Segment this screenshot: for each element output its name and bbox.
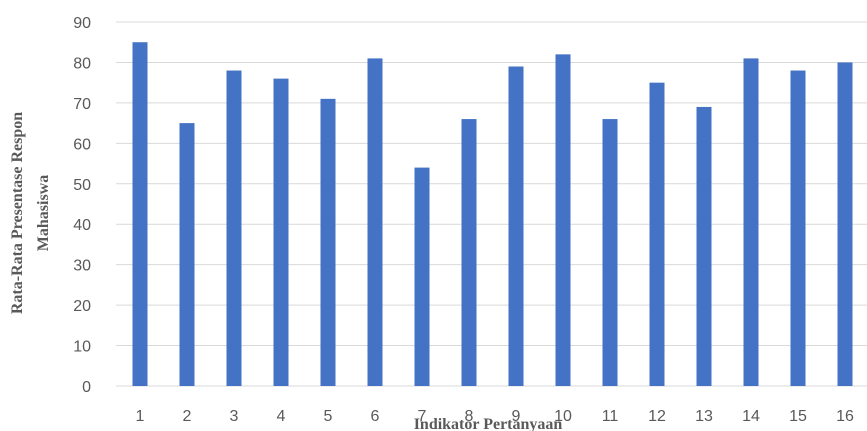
x-axis-title: Indikator Pertanyaan [414, 416, 563, 431]
x-tick-label: 14 [742, 408, 760, 425]
bars [133, 42, 853, 386]
x-tick-label: 11 [602, 408, 619, 425]
x-tick-label: 16 [836, 408, 854, 425]
bar-7 [415, 168, 430, 386]
bar-1 [133, 42, 148, 386]
y-axis-title-line-1: Rata-Rata Presentase Respon [9, 112, 26, 314]
x-tick-label: 15 [789, 408, 807, 425]
y-tick-label: 70 [73, 96, 91, 113]
y-axis-title-line-2: Mahasiswa [35, 175, 52, 251]
y-tick-label: 80 [73, 55, 91, 72]
x-tick-label: 12 [648, 408, 666, 425]
bar-2 [180, 123, 195, 386]
bar-16 [838, 62, 853, 386]
y-tick-label: 90 [73, 15, 91, 32]
x-tick-label: 4 [277, 408, 286, 425]
bar-10 [556, 54, 571, 386]
bar-13 [697, 107, 712, 386]
bar-5 [321, 99, 336, 386]
bar-6 [368, 58, 383, 386]
bar-4 [274, 79, 289, 386]
bar-3 [227, 71, 242, 386]
y-tick-label: 0 [82, 379, 91, 396]
bar-9 [509, 66, 524, 386]
x-tick-label: 6 [371, 408, 380, 425]
x-tick-label: 2 [183, 408, 192, 425]
bar-14 [744, 58, 759, 386]
y-tick-label: 40 [73, 217, 91, 234]
y-tick-label: 60 [73, 136, 91, 153]
bar-11 [603, 119, 618, 386]
x-tick-label: 1 [136, 408, 145, 425]
x-tick-label: 13 [695, 408, 713, 425]
x-tick-label: 5 [324, 408, 333, 425]
y-tick-label: 50 [73, 177, 91, 194]
bar-8 [462, 119, 477, 386]
y-tick-label: 20 [73, 298, 91, 315]
x-tick-label: 3 [230, 408, 239, 425]
bar-15 [791, 71, 806, 386]
y-tick-label: 10 [73, 339, 91, 356]
bar-12 [650, 83, 665, 386]
y-axis-ticks: 0 10 20 30 40 50 60 70 80 90 [73, 15, 91, 396]
y-tick-label: 30 [73, 258, 91, 275]
